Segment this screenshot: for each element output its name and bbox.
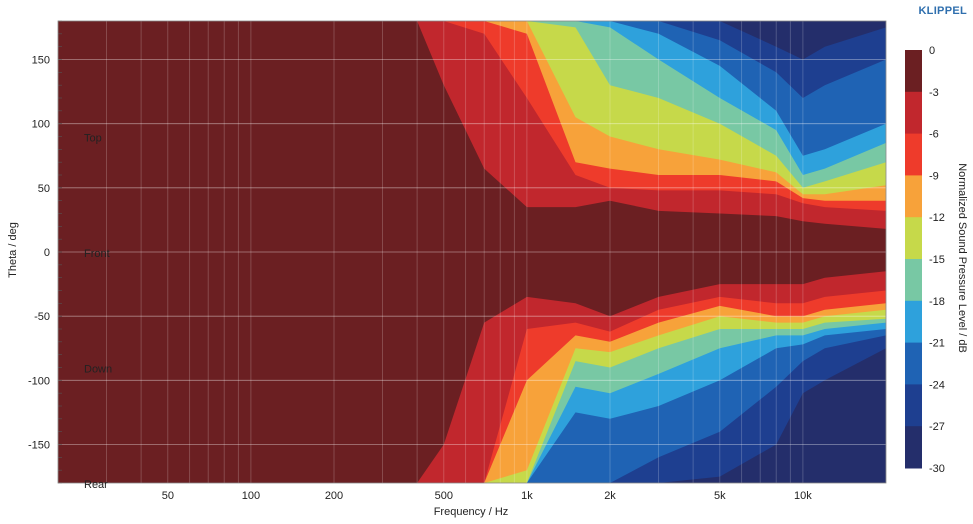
y-tick-label: -50 — [34, 311, 50, 323]
colorbar-tick-label: -18 — [929, 296, 945, 308]
colorbar-tick-label: -6 — [929, 129, 939, 141]
x-axis-label: Frequency / Hz — [434, 506, 509, 518]
x-tick-label: 500 — [435, 490, 453, 502]
annotation-down: Down — [84, 364, 112, 376]
y-tick-label: 100 — [32, 119, 50, 131]
y-axis: 150 100 50 0 -50 -100 -150 — [28, 55, 50, 452]
colorbar-tick-label: -24 — [929, 379, 945, 391]
x-axis: 50 100 200 500 1k 2k 5k 10k — [162, 490, 813, 502]
x-tick-label: 1k — [521, 490, 533, 502]
direction-annotations: Top Front Down Rear — [84, 133, 112, 492]
colorbar-swatch-24-27 — [905, 384, 922, 427]
y-tick-label: 50 — [38, 183, 50, 195]
lower-band-27db — [58, 348, 886, 483]
annotation-top: Top — [84, 133, 102, 145]
x-tick-label: 200 — [325, 490, 343, 502]
x-tick-label: 100 — [242, 490, 260, 502]
colorbar-swatch-27-30 — [905, 426, 922, 469]
annotation-front: Front — [84, 248, 110, 260]
colorbar-tick-label: -15 — [929, 254, 945, 266]
colorbar-tick-label: -3 — [929, 87, 939, 99]
colorbar: 0 -3 -6 -9 -12 -15 -18 -21 -24 -27 -30 — [905, 45, 945, 475]
colorbar-tick-label: -21 — [929, 338, 945, 350]
upper-band-27db — [58, 21, 886, 60]
y-tick-label: 0 — [44, 247, 50, 259]
x-tick-label: 50 — [162, 490, 174, 502]
colorbar-tick-label: 0 — [929, 45, 935, 57]
grid-lines — [57, 20, 887, 484]
upper-band-18db — [58, 21, 886, 175]
colorbar-tick-label: -27 — [929, 421, 945, 433]
plot-frame — [57, 20, 887, 484]
x-tick-label: 10k — [794, 490, 812, 502]
x-tick-label: 2k — [604, 490, 616, 502]
colorbar-tick-label: -9 — [929, 170, 939, 182]
colorbar-tick-label: -12 — [929, 212, 945, 224]
y-axis-label: Theta / deg — [7, 222, 19, 278]
colorbar-tick-label: -30 — [929, 463, 945, 475]
colorbar-swatch-9-12 — [905, 175, 922, 218]
contour-bands — [58, 21, 886, 483]
x-tick-label: 5k — [714, 490, 726, 502]
colorbar-swatch-6-9 — [905, 133, 922, 176]
y-tick-label: 150 — [32, 55, 50, 67]
colorbar-swatch-0-3 — [905, 50, 922, 93]
colorbar-swatch-15-18 — [905, 259, 922, 302]
colorbar-swatch-18-21 — [905, 300, 922, 344]
y-tick-label: -100 — [28, 375, 50, 387]
colorbar-label: Normalized Sound Pressure Level / dB — [956, 163, 968, 353]
brand-logo: KLIPPEL — [918, 5, 967, 17]
colorbar-swatch-12-15 — [905, 217, 922, 260]
y-tick-label: -150 — [28, 440, 50, 452]
annotation-rear: Rear — [84, 479, 108, 491]
lower-band-21db — [58, 329, 886, 483]
colorbar-swatch-21-24 — [905, 342, 922, 385]
colorbar-swatch-3-6 — [905, 91, 922, 135]
